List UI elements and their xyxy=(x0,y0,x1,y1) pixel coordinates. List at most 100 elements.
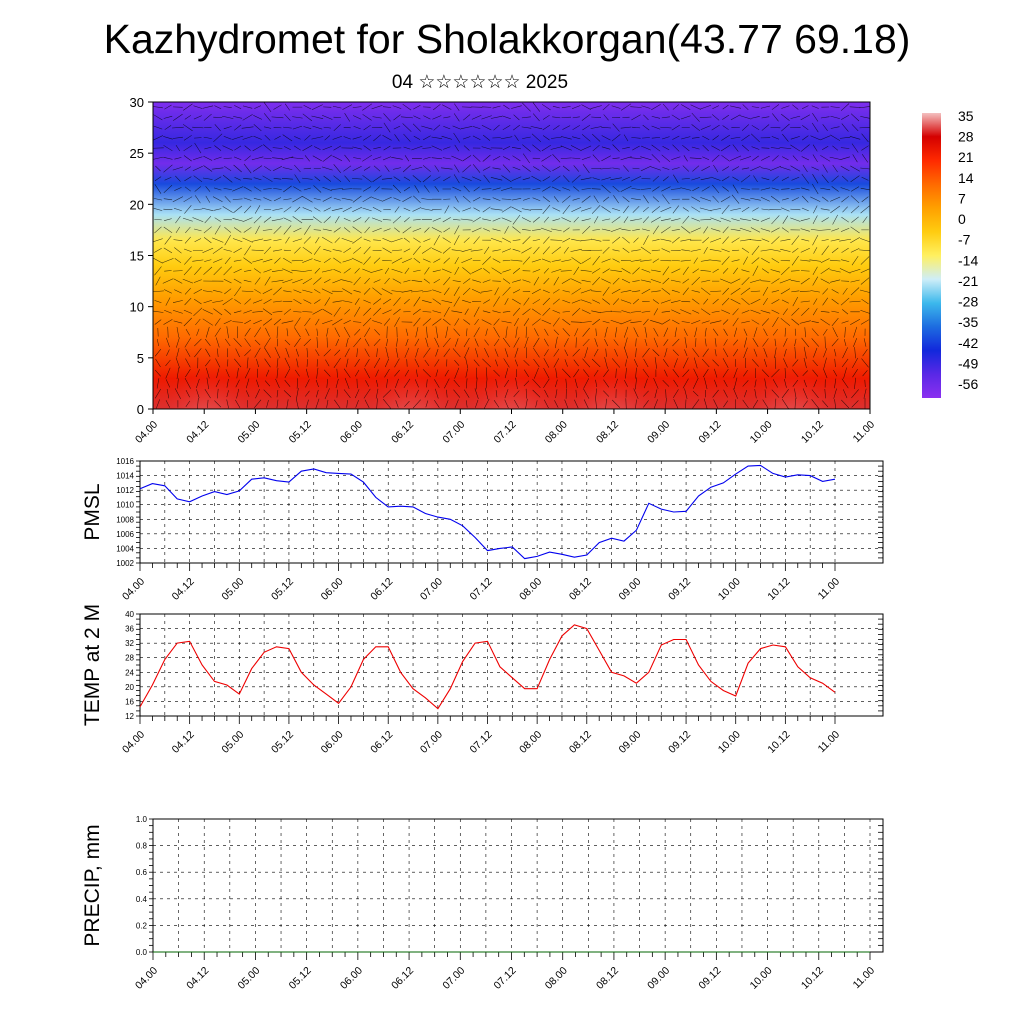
surface-heat-blob xyxy=(168,339,245,409)
colorbar-label: -7 xyxy=(958,232,971,248)
y-tick-label: 12 xyxy=(125,712,134,721)
x-tick-label: 05.12 xyxy=(269,576,296,603)
cross-section-panel: 0 5 10 15 20 25 30 04.00 04.12 05.00 05.12 06.00 06… xyxy=(130,95,878,446)
wind-vectors xyxy=(153,102,870,409)
colorbar-label: 35 xyxy=(958,108,974,124)
y-tick-label: 1008 xyxy=(116,515,134,524)
colorbar-fill xyxy=(922,113,941,398)
series-line xyxy=(139,464,836,560)
colorbar-labels: 35 28 21 14 7 0 -7 -14 -21 -28 -35 -42 -49 -56 xyxy=(958,108,978,392)
y-tick-label: 16 xyxy=(125,697,134,706)
y-axis-label: TEMP at 2 M xyxy=(81,604,104,726)
colorbar-label: -21 xyxy=(958,273,978,289)
x-tick-label: 09.00 xyxy=(616,729,643,756)
x-tick-label: 05.00 xyxy=(219,576,246,603)
x-tick-label: 04.00 xyxy=(133,965,160,992)
x-tick-label: 05.00 xyxy=(235,965,262,992)
chart-title: Kazhydromet for Sholakkorgan(43.77 69.18… xyxy=(103,16,911,62)
x-tick-label: 06.00 xyxy=(319,576,346,603)
x-tick-label: 10.12 xyxy=(765,729,792,756)
colorbar-label: -56 xyxy=(958,376,978,392)
surface-heat-blob xyxy=(473,339,550,409)
y-tick-label: 20 xyxy=(130,197,144,212)
cross-section-x-axis: 04.00 04.12 05.00 05.12 06.00 06.12 07.00 07.12… xyxy=(133,409,877,446)
y-tick-label: 10 xyxy=(130,300,144,315)
x-tick-label: 08.00 xyxy=(517,729,544,756)
x-tick-label: 09.12 xyxy=(696,965,723,992)
x-tick-label: 10.12 xyxy=(799,965,826,992)
x-tick-label: 10.00 xyxy=(716,576,743,603)
panel-frame xyxy=(152,818,884,953)
x-tick-label: 09.00 xyxy=(616,576,643,603)
surface-heat-blob xyxy=(373,339,450,409)
y-tick-label: 1016 xyxy=(116,457,134,466)
x-tick-label: 07.12 xyxy=(492,419,519,446)
x-tick-label: 08.00 xyxy=(517,576,544,603)
x-tick-label: 06.12 xyxy=(368,729,395,756)
x-tick-label: 07.12 xyxy=(492,965,519,992)
colorbar-label: 7 xyxy=(958,190,966,206)
y-tick-label: 0.8 xyxy=(136,842,148,851)
surface-heat-blob xyxy=(753,339,830,409)
y-tick-label: 15 xyxy=(130,249,144,264)
x-tick-label: 11.00 xyxy=(851,419,878,446)
x-tick-label: 06.12 xyxy=(389,965,416,992)
y-tick-label: 1014 xyxy=(116,472,134,481)
y-tick-label: 1004 xyxy=(116,544,134,553)
x-tick-label: 05.12 xyxy=(269,729,296,756)
x-tick-label: 08.12 xyxy=(567,576,594,603)
x-tick-label: 07.00 xyxy=(440,419,467,446)
x-tick-label: 06.00 xyxy=(338,419,365,446)
x-tick-label: 10.00 xyxy=(748,965,775,992)
x-tick-label: 04.00 xyxy=(120,576,147,603)
y-tick-label: 0.6 xyxy=(136,868,148,877)
y-tick-label: 0.2 xyxy=(136,921,148,930)
chart-subtitle: 04 ☆☆☆☆☆☆ 2025 xyxy=(391,72,569,93)
x-tick-label: 08.12 xyxy=(594,419,621,446)
x-tick-label: 05.12 xyxy=(287,419,314,446)
colorbar-label: 0 xyxy=(958,211,966,227)
x-tick-label: 10.00 xyxy=(716,729,743,756)
x-tick-label: 05.00 xyxy=(235,419,262,446)
x-tick-label: 05.12 xyxy=(287,965,314,992)
x-tick-label: 06.12 xyxy=(389,419,416,446)
y-tick-label: 1012 xyxy=(116,486,134,495)
x-tick-label: 07.12 xyxy=(468,576,495,603)
x-tick-label: 04.12 xyxy=(170,576,197,603)
x-tick-label: 10.12 xyxy=(765,576,792,603)
series-line xyxy=(139,624,836,710)
x-tick-label: 10.12 xyxy=(799,419,826,446)
x-tick-label: 04.00 xyxy=(133,419,160,446)
y-tick-label: 1002 xyxy=(116,559,134,568)
x-tick-label: 08.00 xyxy=(543,419,570,446)
colorbar: 35 28 21 14 7 0 -7 -14 -21 -28 -35 -42 -49 -56 xyxy=(922,108,978,398)
x-tick-label: 05.00 xyxy=(219,729,246,756)
colorbar-label: -42 xyxy=(958,335,978,351)
x-tick-label: 06.00 xyxy=(338,965,365,992)
cross-section-y-axis: 0 5 10 15 20 25 30 xyxy=(130,95,153,417)
x-tick-label: 08.12 xyxy=(594,965,621,992)
x-tick-label: 11.00 xyxy=(851,965,878,992)
y-tick-label: 32 xyxy=(125,639,134,648)
y-tick-label: 40 xyxy=(125,610,134,619)
y-tick-label: 1006 xyxy=(116,530,134,539)
x-tick-label: 08.00 xyxy=(543,965,570,992)
x-tick-label: 09.12 xyxy=(696,419,723,446)
y-tick-label: 28 xyxy=(125,654,134,663)
panel-frame xyxy=(139,613,884,717)
colorbar-label: -28 xyxy=(958,294,978,310)
x-tick-label: 07.00 xyxy=(418,729,445,756)
wind-vector-field xyxy=(153,102,870,409)
x-tick-label: 04.12 xyxy=(184,965,211,992)
y-tick-label: 30 xyxy=(130,95,144,110)
y-tick-label: 0.4 xyxy=(136,895,148,904)
x-tick-label: 07.00 xyxy=(418,576,445,603)
y-tick-label: 25 xyxy=(130,146,144,161)
surface-heat-blobs xyxy=(168,339,830,409)
x-tick-label: 04.12 xyxy=(184,419,211,446)
y-tick-label: 20 xyxy=(125,683,134,692)
x-tick-label: 07.00 xyxy=(440,965,467,992)
colorbar-label: -14 xyxy=(958,252,978,268)
precip-panel: 0.0 0.2 0.4 0.6 0.8 1.0 04.00 04.12 05.00 05.12 06… xyxy=(81,815,884,992)
